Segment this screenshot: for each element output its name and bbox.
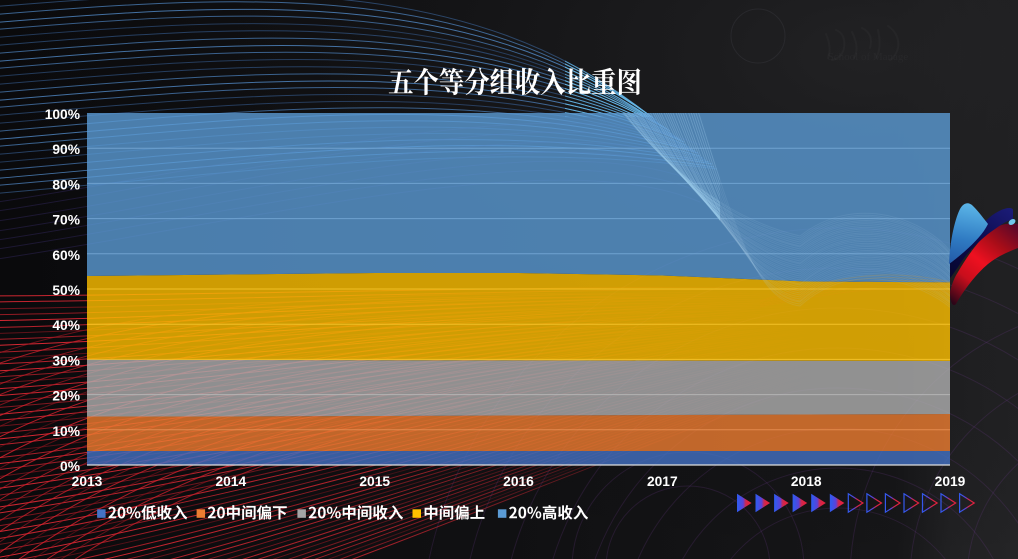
svg-text:50%: 50%: [52, 283, 80, 298]
svg-text:60%: 60%: [52, 248, 80, 263]
svg-text:2017: 2017: [647, 474, 678, 489]
svg-text:70%: 70%: [52, 213, 80, 228]
svg-text:20%: 20%: [52, 389, 80, 404]
svg-text:2013: 2013: [72, 474, 103, 489]
svg-text:0%: 0%: [60, 459, 80, 474]
svg-text:2019: 2019: [935, 474, 966, 489]
svg-text:30%: 30%: [52, 353, 80, 368]
svg-text:80%: 80%: [52, 177, 80, 192]
svg-text:School of Manage: School of Manage: [828, 51, 909, 63]
svg-text:10%: 10%: [52, 424, 80, 439]
svg-text:100%: 100%: [45, 107, 80, 122]
svg-text:90%: 90%: [52, 142, 80, 157]
svg-text:2016: 2016: [503, 474, 534, 489]
svg-text:2015: 2015: [359, 474, 390, 489]
svg-text:2014: 2014: [215, 474, 246, 489]
svg-text:40%: 40%: [52, 318, 80, 333]
svg-text:2018: 2018: [791, 474, 822, 489]
